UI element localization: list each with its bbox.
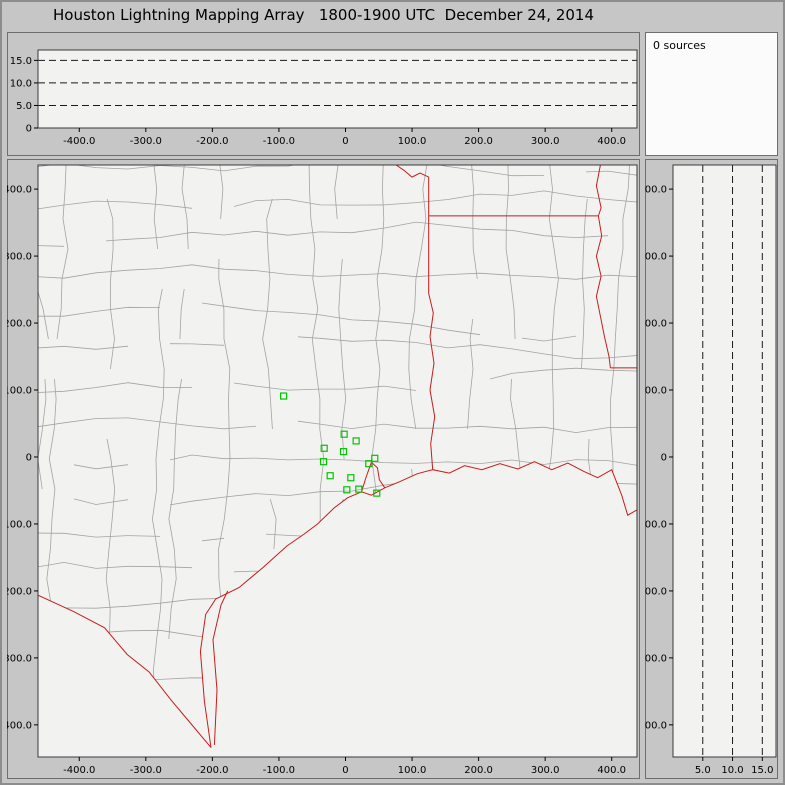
svg-text:300.0: 300.0 xyxy=(531,765,560,776)
svg-text:400.0: 400.0 xyxy=(645,185,667,196)
svg-text:100.0: 100.0 xyxy=(398,136,427,147)
svg-text:0: 0 xyxy=(26,124,32,135)
svg-text:0: 0 xyxy=(342,136,348,147)
svg-text:200.0: 200.0 xyxy=(464,765,493,776)
svg-text:0: 0 xyxy=(342,765,348,776)
svg-text:300.0: 300.0 xyxy=(645,252,667,263)
svg-text:-300.0: -300.0 xyxy=(130,136,162,147)
window-title: Houston Lightning Mapping Array 1800-190… xyxy=(52,6,594,24)
svg-text:-100.0: -100.0 xyxy=(263,136,295,147)
svg-text:-200.0: -200.0 xyxy=(7,586,32,597)
svg-text:5.0: 5.0 xyxy=(695,765,711,776)
svg-text:10.0: 10.0 xyxy=(721,765,743,776)
svg-text:400.0: 400.0 xyxy=(597,136,626,147)
svg-text:-300.0: -300.0 xyxy=(130,765,162,776)
svg-text:10.0: 10.0 xyxy=(10,78,32,89)
altitude-vs-ns-panel[interactable]: 400.0 300.0 200.0 100.0 0 -100.0 -200.0 -300.0 -… xyxy=(645,159,778,779)
svg-text:15.0: 15.0 xyxy=(751,765,773,776)
source-count-panel: 0 sources xyxy=(645,32,778,156)
svg-text:300.0: 300.0 xyxy=(531,136,560,147)
altitude-vs-ew-panel[interactable]: 15.0 10.0 5.0 0 -400.0 -300.0 -200.0 -100.0 0 100… xyxy=(7,32,640,156)
svg-text:300.0: 300.0 xyxy=(7,252,32,263)
svg-text:15.0: 15.0 xyxy=(10,56,32,67)
svg-text:-200.0: -200.0 xyxy=(645,586,667,597)
svg-text:-300.0: -300.0 xyxy=(7,653,32,664)
source-count-label: 0 sources xyxy=(653,39,706,52)
svg-text:100.0: 100.0 xyxy=(645,386,667,397)
svg-text:400.0: 400.0 xyxy=(7,185,32,196)
svg-text:-200.0: -200.0 xyxy=(196,136,228,147)
svg-text:-100.0: -100.0 xyxy=(263,765,295,776)
svg-text:400.0: 400.0 xyxy=(597,765,626,776)
svg-text:100.0: 100.0 xyxy=(7,386,32,397)
svg-text:200.0: 200.0 xyxy=(645,319,667,330)
svg-text:200.0: 200.0 xyxy=(464,136,493,147)
svg-text:-400.0: -400.0 xyxy=(63,136,95,147)
svg-text:-100.0: -100.0 xyxy=(645,519,667,530)
svg-text:-200.0: -200.0 xyxy=(196,765,228,776)
svg-text:200.0: 200.0 xyxy=(7,319,32,330)
svg-text:100.0: 100.0 xyxy=(398,765,427,776)
svg-text:-400.0: -400.0 xyxy=(63,765,95,776)
svg-text:-100.0: -100.0 xyxy=(7,519,32,530)
svg-text:-300.0: -300.0 xyxy=(645,653,667,664)
map-panel[interactable]: 400.0 300.0 200.0 100.0 0 -100.0 -200.0 -300.0 -… xyxy=(7,159,640,779)
svg-text:5.0: 5.0 xyxy=(16,101,32,112)
svg-text:-400.0: -400.0 xyxy=(7,720,32,731)
svg-text:0: 0 xyxy=(661,452,667,463)
svg-text:-400.0: -400.0 xyxy=(645,720,667,731)
svg-text:0: 0 xyxy=(26,452,32,463)
